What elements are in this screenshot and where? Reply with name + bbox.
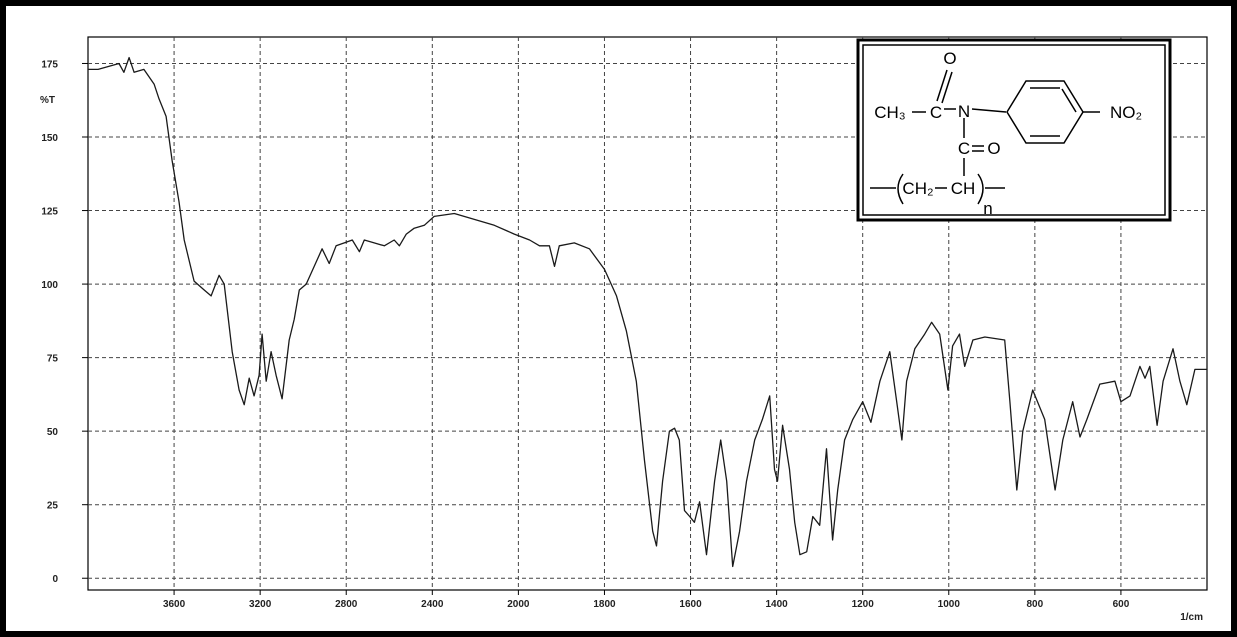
x-tick-label: 2000 [507, 599, 530, 610]
y-tick-label: 25 [47, 501, 59, 512]
inset-border-inner [862, 44, 1166, 216]
atom-label: NO₂ [1110, 103, 1142, 122]
x-tick-label: 800 [1027, 599, 1044, 610]
atom-label: CH [951, 179, 976, 198]
x-tick-label: 1800 [593, 599, 616, 610]
y-tick-label: 100 [41, 280, 58, 291]
y-tick-label: 50 [47, 427, 59, 438]
x-tick-label: 1000 [938, 599, 961, 610]
bonds [870, 69, 1100, 205]
x-tick-label: 600 [1113, 599, 1130, 610]
plot-frame [87, 36, 1208, 591]
x-tick-label: 3200 [249, 599, 272, 610]
x-tick-label: 2800 [335, 599, 358, 610]
atom-label: N [958, 102, 970, 121]
atom-label: C [958, 139, 970, 158]
chart: 0 25 50 75 100 125 150 175 3600 3200 2800 2400 2000 1… [40, 36, 1208, 623]
y-tick-label: 75 [47, 354, 59, 365]
x-tick-label: 1200 [852, 599, 875, 610]
x-tick-label: 3600 [163, 599, 186, 610]
y-axis-label: %T [40, 95, 55, 106]
x-tick-label: 1400 [765, 599, 788, 610]
x-tick-label: 1600 [679, 599, 702, 610]
y-tick-label: 125 [41, 207, 58, 218]
atom-label: O [943, 49, 956, 68]
x-tick-label: 2400 [421, 599, 444, 610]
atom-label: CH₃ [874, 103, 905, 122]
atom-label: CH₂ [902, 179, 933, 198]
y-tick-label: 175 [41, 59, 58, 70]
atom-label: O [987, 139, 1000, 158]
inset-border [856, 38, 1172, 222]
x-axis-label: 1/cm [1180, 612, 1203, 623]
y-tick-label: 150 [41, 133, 58, 144]
atom-label: C [930, 103, 942, 122]
atom-label: n [983, 199, 992, 218]
spectrum-line [88, 56, 1207, 568]
y-tick-label: 0 [52, 574, 58, 585]
